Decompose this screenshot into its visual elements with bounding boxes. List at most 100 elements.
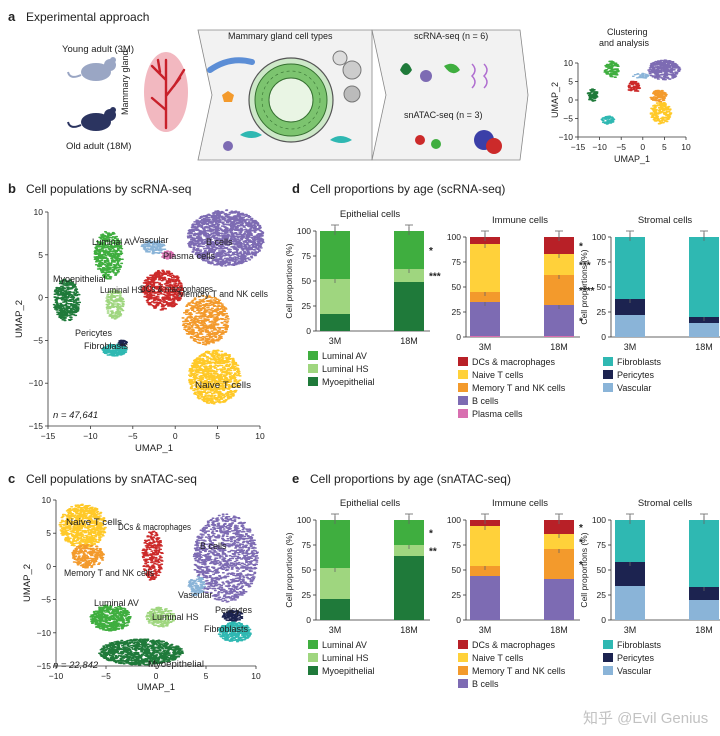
cluster-label: Memory T and NK cells [178, 289, 268, 299]
umap-b-y-tick-label: −5 [33, 335, 43, 345]
bar-category-label: 18M [695, 625, 713, 635]
legend-swatch [603, 640, 613, 649]
legend-label: Pericytes [617, 370, 655, 380]
cluster-memory-t-nk [71, 544, 105, 569]
legend-swatch [603, 383, 613, 392]
panel-e-letter: e [292, 471, 299, 486]
cluster-label: Luminal AV [94, 598, 139, 608]
legend-label: Fibroblasts [617, 357, 662, 367]
legend-label: Luminal AV [322, 640, 367, 650]
legend-label: Vascular [617, 666, 651, 676]
cluster-dcs-macrophages [141, 269, 185, 311]
bar-segment [320, 314, 350, 331]
cluster-vascular [187, 575, 207, 596]
bar-chart-title: Epithelial cells [340, 498, 400, 509]
cluster-dcs-macrophages [141, 530, 164, 581]
cluster-label: Memory T and NK cells [64, 568, 154, 578]
mini-cluster-fibroblasts [600, 115, 616, 125]
bar-category-label: 18M [550, 625, 568, 635]
cluster-label: Vascular [134, 235, 168, 245]
scrna-label: scRNA-seq (n = 6) [414, 31, 488, 41]
mini-ylabel: UMAP_2 [550, 82, 560, 118]
cluster-luminal-av [93, 231, 124, 280]
umap-c-n-label: n = 22,842 [53, 660, 99, 671]
bar-y-tick-label: 100 [297, 515, 311, 525]
young-label: Young adult (3M) [62, 44, 134, 55]
bar-segment [470, 292, 500, 302]
bar-segment [394, 231, 424, 269]
bar-y-tick-label: 100 [592, 232, 606, 242]
bar-y-tick-label: 25 [452, 590, 462, 600]
significance-marker: *** [429, 272, 441, 283]
cluster-label: Plasma cells [163, 251, 216, 261]
bar-segment [544, 579, 574, 620]
bar-segment [615, 237, 645, 299]
bar-y-tick-label: 100 [447, 232, 461, 242]
legend-label: Fibroblasts [617, 640, 662, 650]
bar-y-tick-label: 75 [597, 540, 607, 550]
bar-category-label: 3M [479, 342, 492, 352]
bar-segment [544, 534, 574, 549]
panel-c: c Cell populations by snATAC-seq −10 −5 0 5… [8, 471, 261, 693]
bar-y-tick-label: 50 [597, 565, 607, 575]
legend-label: Luminal HS [322, 653, 369, 663]
bar-segment [394, 556, 424, 620]
old-mouse-icon [67, 107, 116, 131]
bar-y-tick-label: 50 [452, 565, 462, 575]
legend-swatch [458, 370, 468, 379]
bar-y-tick-label: 75 [452, 540, 462, 550]
cluster-naive-t [187, 349, 242, 405]
cluster-fibroblasts [217, 621, 252, 643]
umap-b-n-label: n = 47,641 [53, 410, 98, 421]
cluster-luminal-av [89, 604, 132, 632]
cell-types-label: Mammary gland cell types [228, 31, 333, 41]
cluster-label: DCs & macrophages [140, 284, 213, 294]
bar-segment [615, 520, 645, 562]
mini-x-tick-label: −15 [571, 142, 586, 152]
panel-b: b Cell populations by scRNA-seq −15 −10 −5… [8, 181, 268, 454]
cluster-fibroblasts [101, 343, 128, 357]
bar-segment [394, 269, 424, 282]
legend-label: Vascular [617, 383, 651, 393]
bar-segment [615, 315, 645, 337]
umap-c-y-tick-label: 0 [46, 561, 51, 571]
bar-y-tick-label: 100 [447, 515, 461, 525]
umap-b-xlabel: UMAP_1 [135, 443, 173, 454]
mini-cluster-memory-t [649, 89, 668, 103]
umap-c-y-tick-label: −10 [37, 628, 52, 638]
fibroblast-icon [240, 131, 352, 143]
mini-cluster-b-cells [647, 59, 682, 81]
bar-segment [470, 302, 500, 336]
panel-c-title: Cell populations by snATAC-seq [26, 472, 197, 486]
bar-segment [320, 520, 350, 568]
bar-segment [544, 254, 574, 275]
assay-box [371, 29, 529, 161]
bar-category-label: 3M [329, 625, 342, 635]
umap-c-x-tick-label: −10 [49, 671, 64, 681]
bar-y-tick-label: 50 [452, 282, 462, 292]
cluster-label: Myoepithelial [148, 659, 204, 669]
bar-segment [394, 545, 424, 556]
significance-marker: ** [429, 547, 437, 558]
legend-swatch [458, 396, 468, 405]
legend-label: B cells [472, 679, 499, 689]
duct-cross-section-icon [248, 57, 334, 143]
umap-c-x-tick-label: 0 [154, 671, 159, 681]
panel-a: a Experimental approach Young adult (3M)… [8, 9, 691, 164]
umap-c-y-tick-label: −5 [41, 595, 51, 605]
legend-label: B cells [472, 396, 499, 406]
significance-marker: * [579, 523, 583, 534]
mammary-gland-icon [144, 52, 188, 132]
clustering-label-2: and analysis [599, 38, 650, 48]
bar-segment [470, 576, 500, 620]
bar-y-tick-label: 100 [297, 226, 311, 236]
legend-label: DCs & macrophages [472, 357, 556, 367]
clustering-label-1: Clustering [607, 27, 648, 37]
cluster-label: Luminal HS [100, 285, 143, 295]
significance-marker: * [579, 317, 583, 328]
bar-category-label: 3M [329, 336, 342, 346]
bar-y-tick-label: 50 [302, 276, 312, 286]
